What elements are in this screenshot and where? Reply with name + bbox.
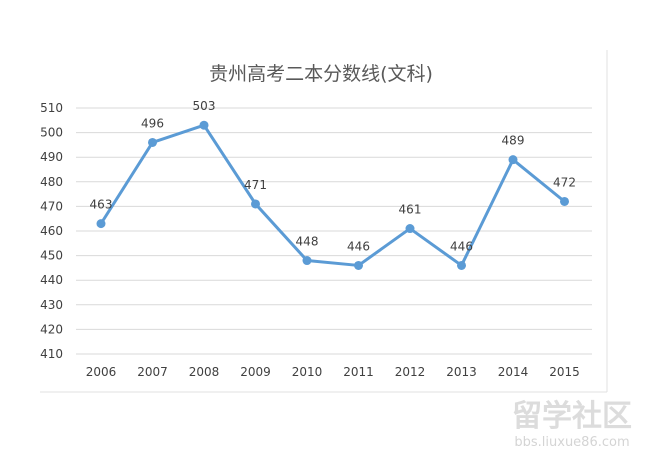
x-tick-label-2009: 2009 [240, 365, 271, 379]
data-point-2010 [302, 256, 312, 266]
y-tick-label-510: 510 [40, 101, 63, 115]
data-point-2012 [405, 224, 415, 234]
watermark-logo-text: 留学社区 [512, 399, 632, 434]
x-tick-label-2006: 2006 [86, 365, 117, 379]
data-label-2008: 503 [193, 99, 216, 113]
watermark-logo: 留学社区 bbs.liuxue86.com [512, 399, 632, 450]
x-tick-label-2013: 2013 [446, 365, 477, 379]
watermark-url-text: bbs.liuxue86.com [514, 435, 629, 450]
y-tick-label-470: 470 [40, 199, 63, 213]
y-axis-ticks: 410 420 430 440 450 460 470 480 490 500 510 [40, 101, 63, 361]
data-point-2011 [354, 260, 363, 270]
data-label-2014: 489 [502, 134, 525, 148]
data-point-2007 [148, 137, 157, 147]
data-label-2009: 471 [244, 178, 267, 192]
data-label-2012: 461 [399, 203, 422, 217]
series-line-group [96, 120, 569, 270]
data-label-2007: 496 [141, 116, 164, 130]
data-label-2010: 448 [296, 235, 319, 249]
y-tick-label-410: 410 [40, 347, 63, 361]
data-label-2006: 463 [90, 198, 113, 212]
y-tick-label-440: 440 [40, 273, 63, 287]
x-tick-label-2011: 2011 [343, 365, 374, 379]
x-axis-ticks: 2006 2007 2008 2009 2010 2011 2012 2013 2014 2015 [86, 365, 580, 379]
y-tick-label-500: 500 [40, 126, 63, 140]
y-tick-label-490: 490 [40, 150, 63, 164]
data-point-2013 [457, 260, 466, 270]
data-point-2006 [96, 219, 106, 229]
data-point-2009 [251, 199, 260, 209]
x-tick-label-2014: 2014 [498, 365, 529, 379]
y-tick-label-450: 450 [40, 249, 63, 263]
series-line-0 [99, 123, 566, 267]
data-label-2013: 446 [450, 239, 473, 253]
gridlines [76, 107, 592, 355]
x-tick-label-2010: 2010 [292, 365, 323, 379]
y-tick-label-430: 430 [40, 298, 63, 312]
data-labels: 463 496 503 471 448 446 461 446 489 472 [90, 99, 576, 253]
chart-title: 贵州高考二本分数线(文科) [209, 63, 433, 85]
data-point-2015 [560, 196, 569, 206]
y-tick-label-420: 420 [40, 322, 63, 336]
x-tick-label-2008: 2008 [189, 365, 220, 379]
data-label-2011: 446 [347, 239, 370, 253]
x-tick-label-2007: 2007 [137, 365, 168, 379]
x-tick-label-2015: 2015 [549, 365, 580, 379]
y-tick-label-480: 480 [40, 175, 63, 189]
x-tick-label-2012: 2012 [395, 365, 426, 379]
data-point-2014 [508, 155, 518, 165]
data-label-2015: 472 [553, 175, 576, 189]
y-tick-label-460: 460 [40, 224, 63, 238]
data-point-2008 [199, 120, 209, 130]
